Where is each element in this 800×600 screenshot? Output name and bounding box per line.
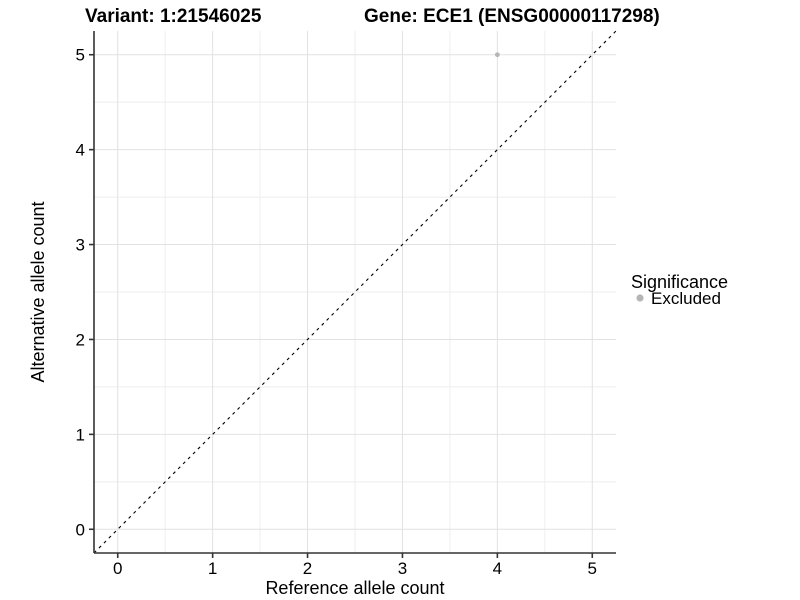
x-tick-label: 0: [113, 559, 122, 578]
tick-marks-layer: [89, 53, 594, 558]
y-tick-label: 4: [76, 141, 85, 160]
legend-items: Excluded: [636, 289, 721, 308]
legend-item-label: Excluded: [651, 289, 721, 308]
x-tick-label: 2: [303, 559, 312, 578]
x-tick-label: 4: [493, 559, 502, 578]
y-tick-label: 0: [76, 520, 85, 539]
plot-title-variant: Variant: 1:21546025: [85, 6, 262, 27]
y-tick-label: 5: [76, 46, 85, 65]
data-point: [494, 52, 500, 58]
x-tick-label: 3: [398, 559, 407, 578]
tick-labels-layer: 0 1 2 3 4 5 0 1 2 3 4 5: [76, 46, 597, 578]
x-tick-label: 5: [588, 559, 597, 578]
data-points-layer: [494, 52, 500, 58]
gridlines-minor: [94, 31, 616, 553]
axes-layer: [93, 31, 616, 554]
y-axis-title: Alternative allele count: [28, 201, 48, 382]
legend-title: Significance: [631, 272, 728, 292]
x-tick-label: 1: [208, 559, 217, 578]
y-tick-label: 1: [76, 425, 85, 444]
x-axis-title: Reference allele count: [265, 578, 444, 598]
plot-title-gene: Gene: ECE1 (ENSG00000117298): [364, 6, 660, 27]
gridlines-major: [94, 31, 616, 553]
y-tick-label: 2: [76, 330, 85, 349]
y-tick-label: 3: [76, 236, 85, 255]
legend-key-dot: [636, 294, 644, 302]
